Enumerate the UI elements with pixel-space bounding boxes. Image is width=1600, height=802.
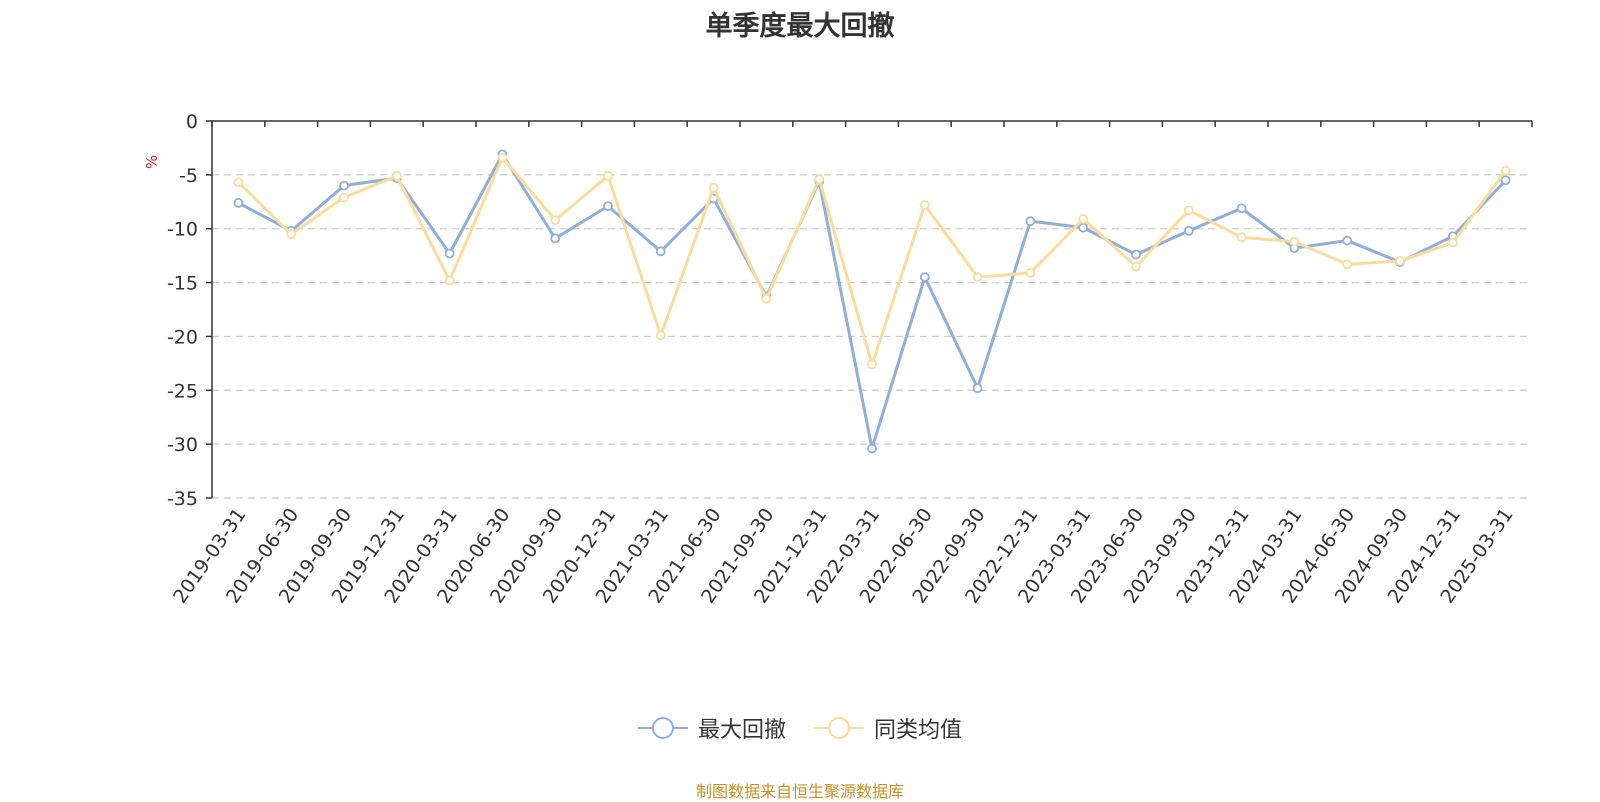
data-point-series-1	[550, 233, 561, 244]
y-tick-label: -35	[167, 488, 198, 510]
data-point-series-1	[1500, 175, 1511, 186]
legend-marker-icon	[814, 717, 864, 739]
data-point-series-2	[1342, 259, 1353, 270]
data-point-series-2	[919, 200, 930, 210]
data-point-series-2	[497, 152, 508, 163]
data-point-series-1	[339, 180, 349, 191]
y-tick-label: -15	[167, 273, 198, 295]
data-point-series-2	[1025, 267, 1036, 278]
legend-marker-icon	[637, 717, 688, 739]
data-point-series-1	[233, 197, 244, 208]
data-point-series-1	[1078, 222, 1089, 233]
chart-title: 单季度最大回撤	[705, 11, 895, 42]
y-tick-label: -30	[167, 434, 198, 456]
legend-item-series-2[interactable]: 同类均值	[814, 712, 962, 744]
y-axis-unit-label: %	[143, 155, 161, 169]
data-point-series-2	[814, 174, 825, 185]
data-point-series-2	[286, 229, 297, 240]
data-point-series-2	[1183, 205, 1194, 216]
data-point-series-2	[708, 182, 719, 193]
data-point-series-1	[1131, 249, 1141, 260]
data-point-series-2	[655, 330, 666, 341]
data-point-series-1	[444, 248, 455, 259]
y-tick-label: -10	[167, 219, 198, 241]
data-point-series-2	[761, 293, 772, 304]
y-tick-label: -20	[167, 326, 198, 348]
y-tick-label: 0	[186, 111, 198, 133]
y-tick-label: -25	[167, 380, 198, 402]
data-point-series-2	[550, 215, 561, 225]
y-tick-label: -5	[179, 165, 198, 187]
data-point-series-2	[1078, 214, 1089, 224]
data-point-series-1	[1342, 235, 1353, 246]
legend-item-series-1[interactable]: 最大回撤	[637, 712, 786, 744]
data-point-series-1	[1025, 216, 1036, 227]
data-point-series-2	[867, 359, 877, 370]
data-point-series-1	[867, 443, 877, 454]
data-point-series-1	[1236, 203, 1247, 214]
legend-label: 最大回撤	[697, 718, 786, 743]
legend-label: 同类均值	[874, 718, 963, 743]
data-point-series-1	[1183, 225, 1194, 236]
series-line-2	[237, 156, 1507, 366]
data-point-series-2	[1500, 165, 1511, 176]
data-point-series-1	[603, 201, 613, 211]
data-point-series-2	[339, 192, 349, 203]
data-point-series-2	[1131, 261, 1141, 272]
data-point-series-2	[1395, 256, 1405, 266]
source-note: 制图数据来自恒生聚源数据库	[695, 782, 904, 801]
data-point-series-1	[972, 383, 983, 394]
data-point-series-2	[391, 171, 402, 181]
data-point-series-2	[603, 171, 613, 181]
data-point-series-2	[1447, 237, 1458, 248]
data-point-series-2	[1236, 232, 1247, 243]
axes	[206, 120, 1533, 499]
data-point-series-2	[233, 177, 244, 188]
data-point-series-1	[919, 272, 930, 283]
data-point-series-2	[972, 272, 983, 283]
data-point-series-2	[444, 275, 455, 286]
legend: 最大回撤 同类均值	[0, 712, 1600, 744]
series-line-1	[237, 152, 1507, 450]
series-lines	[233, 149, 1511, 454]
data-point-series-2	[1289, 236, 1300, 247]
data-point-series-1	[655, 246, 666, 257]
